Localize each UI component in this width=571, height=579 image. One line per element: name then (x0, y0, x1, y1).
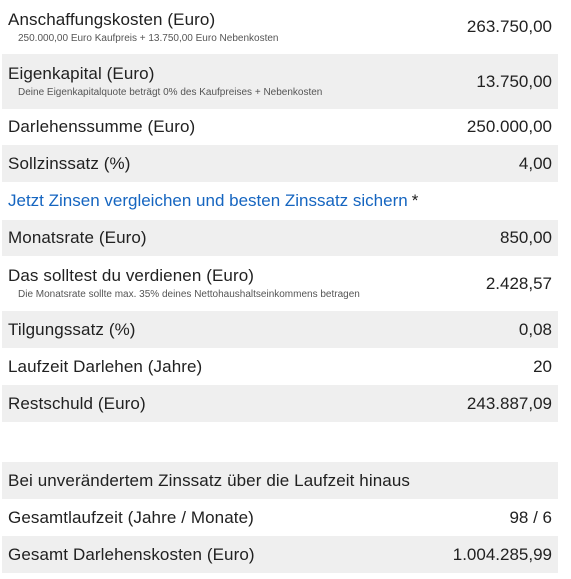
row-sublabel: Deine Eigenkapitalquote beträgt 0% des K… (18, 87, 323, 98)
loan-calculator-results: Anschaffungskosten (Euro) 250.000,00 Eur… (2, 0, 558, 573)
row-tilgungssatz: Tilgungssatz (%) 0,08 (2, 311, 558, 348)
row-zinsvergleich: Jetzt Zinsen vergleichen und besten Zins… (2, 182, 558, 220)
row-label: Darlehenssumme (Euro) (8, 117, 196, 136)
row-value: 98 / 6 (509, 507, 552, 527)
row-label: Das solltest du verdienen (Euro) (8, 266, 255, 285)
row-value: 850,00 (500, 228, 552, 247)
compare-rates-link[interactable]: Jetzt Zinsen vergleichen und besten Zins… (8, 191, 408, 210)
row-value: 0,08 (518, 319, 552, 339)
row-monatsrate: Monatsrate (Euro) 850,00 (2, 220, 558, 256)
row-label-group: Eigenkapital (Euro) Deine Eigenkapitalqu… (8, 64, 322, 99)
row-label: Monatsrate (Euro) (8, 228, 147, 247)
row-label: Gesamtlaufzeit (Jahre / Monate) (8, 507, 254, 527)
row-restschuld: Restschuld (Euro) 243.887,09 (2, 385, 558, 422)
row-label: Anschaffungskosten (Euro) (8, 9, 216, 29)
row-value: 1.004.285,99 (452, 544, 552, 564)
row-gesamtlaufzeit: Gesamtlaufzeit (Jahre / Monate) 98 / 6 (2, 499, 558, 536)
row-label: Eigenkapital (Euro) (8, 64, 155, 83)
row-label-group: Anschaffungskosten (Euro) 250.000,00 Eur… (8, 10, 278, 45)
row-value: 243.887,09 (466, 393, 552, 413)
row-sollzinssatz: Sollzinssatz (%) 4,00 (2, 145, 558, 182)
row-darlehenssumme: Darlehenssumme (Euro) 250.000,00 (2, 109, 558, 145)
row-sublabel: 250.000,00 Euro Kaufpreis + 13.750,00 Eu… (18, 32, 279, 44)
row-label: Tilgungssatz (%) (8, 319, 136, 339)
row-gesamtkosten: Gesamt Darlehenskosten (Euro) 1.004.285,… (2, 536, 558, 573)
section-spacer (2, 422, 558, 462)
row-label: Laufzeit Darlehen (Jahre) (8, 356, 203, 376)
row-label: Gesamt Darlehenskosten (Euro) (8, 544, 255, 564)
row-value: 263.750,00 (466, 17, 552, 36)
row-anschaffungskosten: Anschaffungskosten (Euro) 250.000,00 Eur… (2, 0, 558, 54)
row-value: 13.750,00 (476, 71, 552, 91)
row-value: 2.428,57 (485, 273, 552, 293)
row-value: 20 (533, 356, 552, 376)
row-label: Sollzinssatz (%) (8, 153, 131, 173)
row-sublabel: Die Monatsrate sollte max. 35% deines Ne… (18, 289, 360, 300)
row-value: 250.000,00 (466, 117, 552, 136)
footnote-star: * (411, 191, 419, 210)
row-laufzeit: Laufzeit Darlehen (Jahre) 20 (2, 348, 558, 385)
compare-link-wrap: Jetzt Zinsen vergleichen und besten Zins… (8, 191, 418, 211)
row-verdienen: Das solltest du verdienen (Euro) Die Mon… (2, 256, 558, 311)
summary-heading: Bei unverändertem Zinssatz über die Lauf… (8, 470, 410, 490)
row-label: Restschuld (Euro) (8, 393, 146, 413)
row-label-group: Das solltest du verdienen (Euro) Die Mon… (8, 266, 360, 301)
row-eigenkapital: Eigenkapital (Euro) Deine Eigenkapitalqu… (2, 54, 558, 109)
summary-heading-row: Bei unverändertem Zinssatz über die Lauf… (2, 462, 558, 499)
row-value: 4,00 (518, 153, 552, 173)
